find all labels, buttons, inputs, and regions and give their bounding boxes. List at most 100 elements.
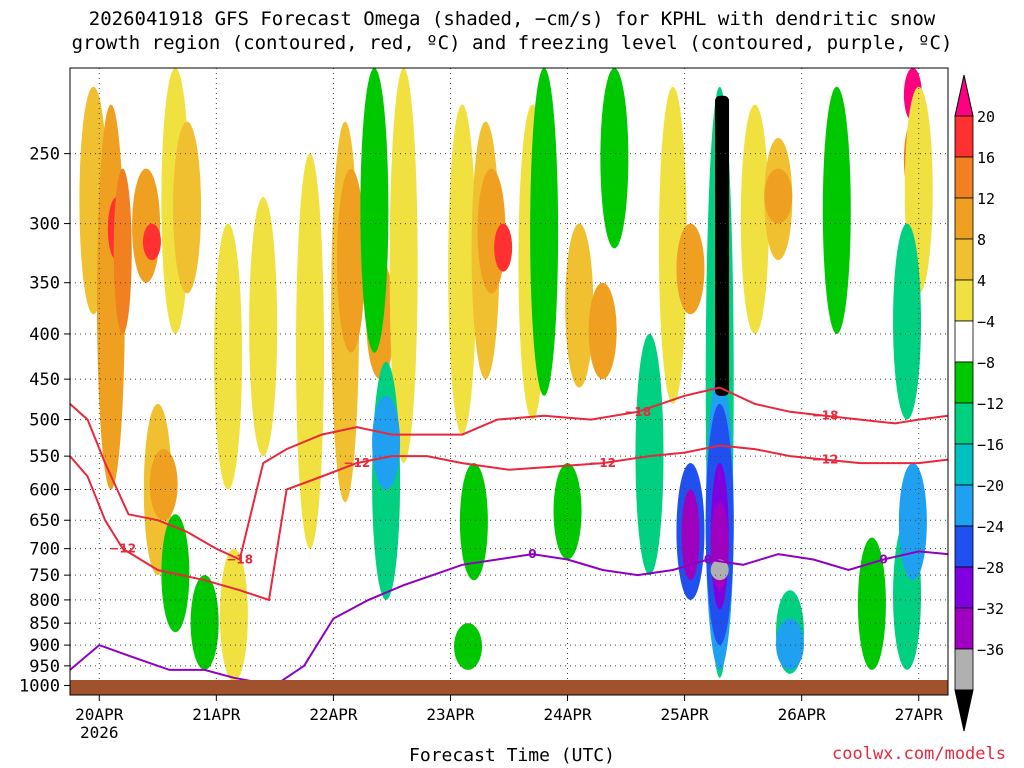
minus12-contour-label: −12 (343, 456, 370, 470)
colorbar-segment (954, 238, 974, 281)
chart-title-line1: 2026041918 GFS Forecast Omega (shaded, −… (88, 8, 936, 30)
colorbar-segment (954, 279, 974, 322)
credit-link[interactable]: coolwx.com/models (832, 744, 1006, 764)
colorbar-label: −24 (977, 518, 1004, 536)
omega-cell-15 (336, 168, 365, 353)
x-axis-title: Forecast Time (UTC) (409, 745, 615, 766)
colorbar-label: 4 (977, 272, 986, 290)
omega-cell-24 (588, 282, 617, 380)
omega-cell-43 (635, 333, 664, 576)
colorbar-segment (954, 197, 974, 240)
omega-cell-18 (448, 104, 477, 435)
y-tick-label: 1000 (19, 677, 60, 697)
x-tick-label: 25APR (661, 705, 710, 724)
omega-cell-29 (764, 168, 793, 224)
colorbar-label: −16 (977, 436, 1004, 454)
omega-cell-17 (389, 68, 418, 464)
colorbar-label: −36 (977, 641, 1004, 659)
colorbar-segment (954, 525, 974, 568)
omega-cell-23 (565, 223, 594, 388)
omega-cell-26 (676, 223, 705, 315)
omega-cell-21 (494, 223, 513, 272)
y-tick-label: 400 (29, 325, 60, 345)
omega-cell-3 (113, 168, 132, 334)
colorbar-bottom-arrow (954, 689, 974, 732)
omega-cell-13 (295, 153, 324, 549)
colorbar-segment (954, 361, 974, 404)
y-axis: 2503003504004505005506006507007508008509… (19, 145, 70, 697)
omega-cell-39 (454, 623, 483, 670)
minus18-contour-label: −18 (812, 409, 839, 423)
omega-shading (79, 67, 933, 682)
colorbar-segment (954, 443, 974, 486)
colorbar: 20 16 12 8 4 −4 −8 −12 −16 −20 −24 −28 −32 −36 (954, 74, 1004, 732)
colorbar-label: 8 (977, 231, 986, 249)
colorbar-segment (954, 402, 974, 445)
omega-cell-41 (553, 463, 582, 560)
y-tick-label: 450 (29, 370, 60, 390)
omega-cell-55 (857, 537, 886, 670)
colorbar-label: 16 (977, 149, 995, 167)
y-tick-label: 250 (29, 145, 60, 165)
minus12-contour-label: −12 (589, 456, 616, 470)
freezing-level-contour-label: 0 (879, 552, 887, 566)
minus12-contour-label: −12 (812, 453, 839, 467)
minus18-contour-label: −18 (226, 552, 253, 566)
x-tick-label: 21APR (192, 705, 241, 724)
freezing-level-contour-label: 0 (704, 552, 712, 566)
x-tick-label: 20APR (75, 705, 124, 724)
omega-cell-51 (681, 489, 700, 581)
x-tick-label: 26APR (778, 705, 827, 724)
minus12-contour (69, 444, 949, 602)
y-tick-label: 900 (29, 636, 60, 656)
omega-cell-27 (740, 104, 769, 334)
colorbar-segment (954, 156, 974, 199)
omega-cell-53 (775, 618, 804, 670)
plot-frame (69, 67, 949, 696)
colorbar-segment (954, 648, 974, 691)
omega-cell-37 (372, 395, 401, 490)
colorbar-label: −32 (977, 600, 1004, 618)
omega-cell-56 (893, 223, 922, 420)
y-tick-label: 350 (29, 274, 60, 294)
omega-cell-25 (658, 86, 687, 404)
colorbar-label: −4 (977, 313, 995, 331)
freezing-level-contour (69, 550, 949, 687)
y-tick-label: 500 (29, 411, 60, 431)
omega-cell-10 (214, 223, 243, 490)
colorbar-top-arrow (954, 74, 974, 117)
omega-cell-40 (530, 68, 559, 396)
x-tick-sublabel: 2026 (80, 723, 119, 742)
omega-cell-38 (459, 463, 488, 581)
omega-cell-54 (822, 86, 851, 334)
colorbar-label: −8 (977, 354, 995, 372)
colorbar-label: −12 (977, 395, 1004, 413)
freezing-level-contour-label: 0 (528, 547, 536, 561)
colorbar-segment (954, 115, 974, 158)
omega-extreme-column (715, 95, 730, 396)
colorbar-segment (954, 566, 974, 609)
y-tick-label: 800 (29, 591, 60, 611)
y-tick-label: 950 (29, 657, 60, 677)
omega-cell-34 (190, 575, 219, 670)
colorbar-label: −28 (977, 559, 1004, 577)
x-tick-label: 22APR (309, 705, 358, 724)
colorbar-segment (954, 484, 974, 527)
x-tick-label: 23APR (426, 705, 475, 724)
omega-cell-7 (149, 449, 178, 521)
omega-cell-5 (142, 223, 161, 261)
colorbar-label: 12 (977, 190, 995, 208)
omega-cell-58 (898, 463, 927, 581)
minus18-contour (69, 386, 949, 561)
contours: −18−18−18−12−12−12−120000 (69, 386, 949, 693)
minus18-contour-label: −18 (624, 405, 651, 419)
y-tick-label: 550 (29, 447, 60, 467)
colorbar-segment (954, 320, 974, 363)
omega-cell-42 (600, 67, 629, 249)
omega-cell-12 (249, 197, 278, 457)
colorbar-label: −20 (977, 477, 1004, 495)
y-tick-label: 700 (29, 540, 60, 560)
x-tick-label: 27APR (895, 705, 944, 724)
